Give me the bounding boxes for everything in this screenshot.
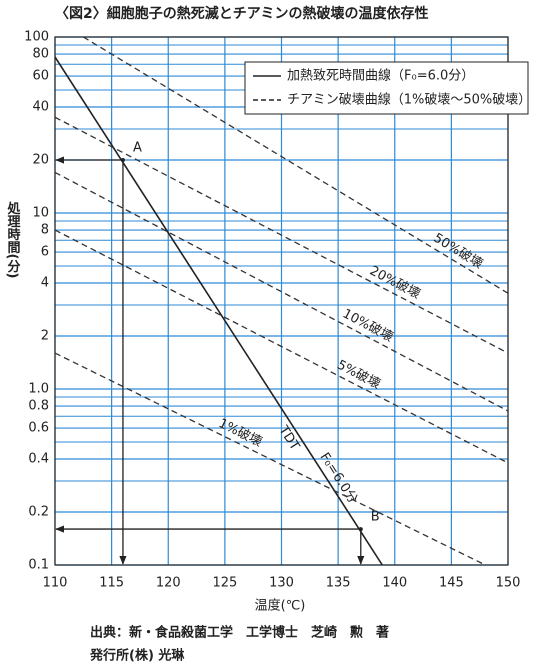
source: 出典：新・食品殺菌工学 工学博士 芝崎 勲 著 — [90, 625, 389, 641]
source: 発行所(株) 光琳 — [89, 648, 185, 664]
y-tick-label: 0.2 — [28, 505, 49, 520]
y-tick-label: 8 — [41, 223, 49, 238]
y-tick-label: 0.8 — [28, 399, 49, 414]
x-tick-label: 145 — [439, 576, 464, 591]
y-tick-label: 0.1 — [28, 558, 49, 573]
x-tick-label: 140 — [382, 576, 407, 591]
y-tick-label: 40 — [32, 100, 49, 115]
y-tick-label: 2 — [41, 329, 49, 344]
series-line — [55, 229, 508, 464]
y-tick-label: 60 — [32, 69, 49, 84]
y-tick-label: 0.6 — [28, 421, 49, 436]
x-tick-label: 150 — [496, 576, 521, 591]
x-tick-label: 130 — [269, 576, 294, 591]
series-line — [55, 116, 508, 354]
y-tick-label: 100 — [24, 30, 49, 45]
line-label: 5%破壊 — [334, 358, 382, 393]
series-line — [82, 37, 508, 294]
x-axis-label: 温度(℃) — [255, 598, 306, 614]
y-tick-label: 0.4 — [28, 452, 49, 467]
x-tick-label: 120 — [156, 576, 181, 591]
plot-border — [54, 36, 509, 566]
line-label: TDT — [275, 423, 302, 454]
reference-point — [358, 527, 363, 532]
y-tick-label: 80 — [32, 47, 49, 62]
x-tick-label: 135 — [326, 576, 351, 591]
y-tick-label: 20 — [32, 153, 49, 168]
x-tick-label: 115 — [99, 576, 124, 591]
x-tick-label: 110 — [43, 576, 68, 591]
line-label: 1%破壊 — [216, 416, 264, 450]
legend-label: 加熱致死時間曲線（F₀=6.0分） — [287, 68, 474, 84]
chart-title: 〈図2〉細胞胞子の熱死滅とチアミンの熱破壊の温度依存性 — [55, 5, 428, 22]
y-tick-label: 1.0 — [28, 382, 49, 397]
y-tick-label: 4 — [41, 276, 49, 291]
x-tick-label: 125 — [212, 576, 237, 591]
series-line — [55, 56, 383, 565]
y-tick-label: 10 — [32, 206, 49, 221]
y-tick-label: 6 — [41, 245, 49, 260]
y-axis-label: 処理時間(分) — [5, 201, 22, 278]
series-line — [55, 171, 508, 412]
legend-label: チアミン破壊曲線（1%破壊〜50%破壊） — [287, 92, 531, 108]
reference-point — [120, 158, 125, 163]
line-label: 10%破壊 — [340, 306, 396, 345]
point-label: B — [371, 510, 380, 525]
legend-box — [244, 61, 529, 115]
point-label: A — [133, 141, 142, 156]
